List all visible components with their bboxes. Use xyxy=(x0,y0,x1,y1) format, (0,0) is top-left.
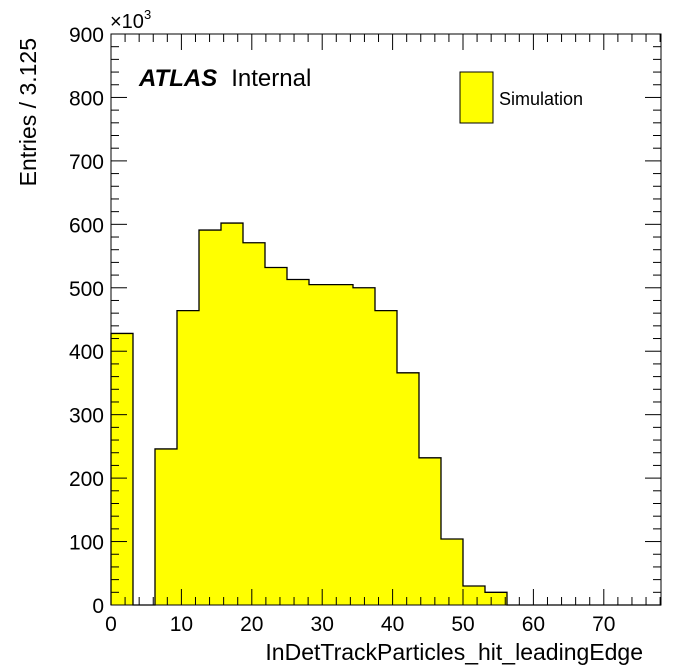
legend-swatch-simulation xyxy=(459,71,494,124)
histogram-bar xyxy=(199,230,221,605)
histogram-bar xyxy=(419,457,441,605)
y-tick-label: 900 xyxy=(69,24,104,47)
histogram-bar xyxy=(155,448,177,605)
y-tick-label: 200 xyxy=(69,468,104,491)
y-tick-label: 0 xyxy=(92,595,104,618)
y-tick-label: 800 xyxy=(69,87,104,110)
histogram-bar xyxy=(463,585,485,605)
histogram-bar xyxy=(177,310,199,605)
plot-frame xyxy=(110,33,662,606)
y-tick-label: 600 xyxy=(69,214,104,237)
x-axis-title: InDetTrackParticles_hit_leadingEdge xyxy=(265,639,643,665)
y-tick-label: 100 xyxy=(69,532,104,555)
y-tick-label: 400 xyxy=(69,341,104,364)
histogram-bar xyxy=(309,284,331,605)
histogram-bar xyxy=(111,333,133,605)
y-tick-label: 700 xyxy=(69,151,104,174)
x-tick-label: 10 xyxy=(170,613,193,636)
legend: Simulation xyxy=(459,71,583,124)
x-tick-label: 30 xyxy=(311,613,334,636)
atlas-label: ATLAS Internal xyxy=(138,65,311,92)
histogram-outline xyxy=(110,222,661,606)
histogram-bar xyxy=(331,284,353,605)
histogram-bar xyxy=(485,592,507,605)
y-axis-title: Entries / 3.125 xyxy=(15,38,41,186)
x-tick-label: 60 xyxy=(522,613,545,636)
histogram-bar xyxy=(265,267,287,605)
atlas-internal-label: Internal xyxy=(231,65,311,92)
x-tick-label: 20 xyxy=(240,613,263,636)
y-tick-label: 300 xyxy=(69,405,104,428)
histogram-bar xyxy=(441,539,463,605)
y-tick-label: 500 xyxy=(69,278,104,301)
histogram-bar xyxy=(221,223,243,605)
histogram-bar xyxy=(375,310,397,605)
histogram-bars xyxy=(110,222,661,606)
atlas-bold-label: ATLAS xyxy=(138,65,217,92)
x-axis-ticks: 0 10 20 30 40 50 60 70 xyxy=(105,34,661,636)
histogram-bar xyxy=(287,279,309,605)
x-tick-label: 70 xyxy=(592,613,615,636)
x-tick-label: 40 xyxy=(381,613,404,636)
legend-label-simulation: Simulation xyxy=(499,89,583,109)
y-axis-multiplier: ×103 xyxy=(110,7,151,33)
x-tick-label: 50 xyxy=(451,613,474,636)
histogram-bar xyxy=(353,287,375,605)
y-axis-ticks: 0 100 200 300 400 500 600 700 800 900 xyxy=(69,24,661,618)
x-tick-label: 0 xyxy=(105,613,117,636)
histogram-bar xyxy=(397,372,419,605)
histogram-bar xyxy=(243,242,265,605)
